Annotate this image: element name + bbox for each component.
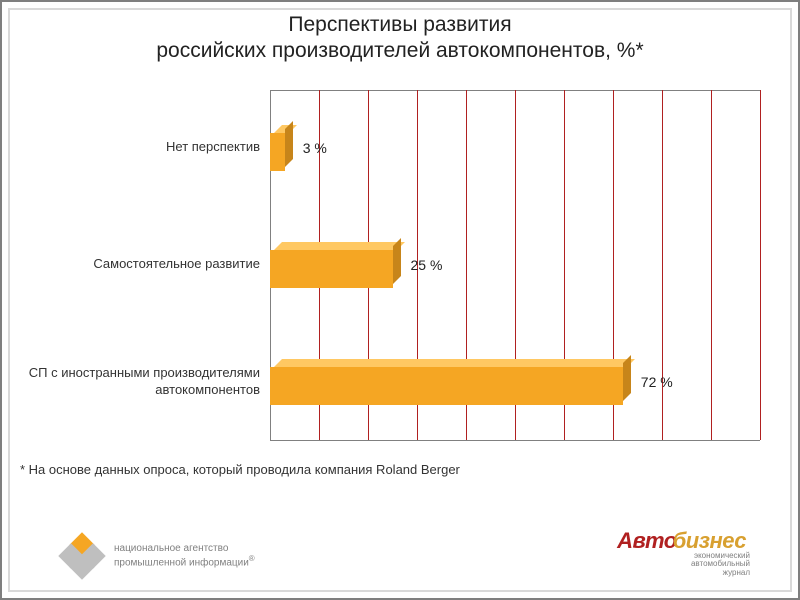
logo-right-sub: экономический автомобильный журнал	[617, 552, 750, 578]
brand-part1: Авто	[617, 528, 677, 553]
brand-part2: бизнес	[673, 528, 746, 553]
category-label: Нет перспектив	[20, 139, 260, 156]
bar-front	[270, 367, 623, 405]
bar-top	[274, 242, 405, 250]
sub3: журнал	[723, 568, 750, 577]
logo-left-line2: промышленной информации	[114, 558, 249, 569]
logo-left-text: национальное агентство промышленной инфо…	[114, 543, 255, 569]
gridline	[760, 90, 761, 440]
bar-side	[623, 355, 631, 401]
bar	[270, 125, 293, 171]
plot-area: 3 % 25 % 72 %	[270, 90, 760, 440]
bar-value-label: 72 %	[641, 374, 673, 390]
logo-left: национальное агентство промышленной инфо…	[60, 534, 255, 578]
bar-top	[274, 359, 635, 367]
sub2: автомобильный	[691, 559, 750, 568]
bar-side	[285, 121, 293, 167]
category-label: СП с иностранными производителями автоко…	[20, 365, 260, 399]
footnote: * На основе данных опроса, который прово…	[20, 462, 460, 477]
registered-mark: ®	[249, 554, 255, 563]
bar	[270, 359, 631, 405]
gridline	[711, 90, 712, 440]
logo-left-icon	[60, 534, 104, 578]
chart-title: Перспективы развития российских производ…	[40, 12, 760, 65]
logo-right-brand: Автобизнес	[617, 528, 750, 554]
bar-front	[270, 133, 285, 171]
title-line-1: Перспективы развития	[288, 13, 511, 36]
title-line-2: российских производителей автокомпоненто…	[156, 39, 643, 62]
axis-bottom	[270, 440, 760, 441]
category-label: Самостоятельное развитие	[20, 256, 260, 273]
logo-right: Автобизнес экономический автомобильный ж…	[617, 528, 750, 578]
bar-value-label: 25 %	[411, 257, 443, 273]
bar-front	[270, 250, 393, 288]
bar-side	[393, 238, 401, 284]
chart-area: 3 % 25 % 72 % Нет перспектив Самостоятельно…	[20, 80, 780, 460]
logo-left-line1: национальное агентство	[114, 543, 228, 554]
bar-value-label: 3 %	[303, 140, 327, 156]
bar	[270, 242, 401, 288]
